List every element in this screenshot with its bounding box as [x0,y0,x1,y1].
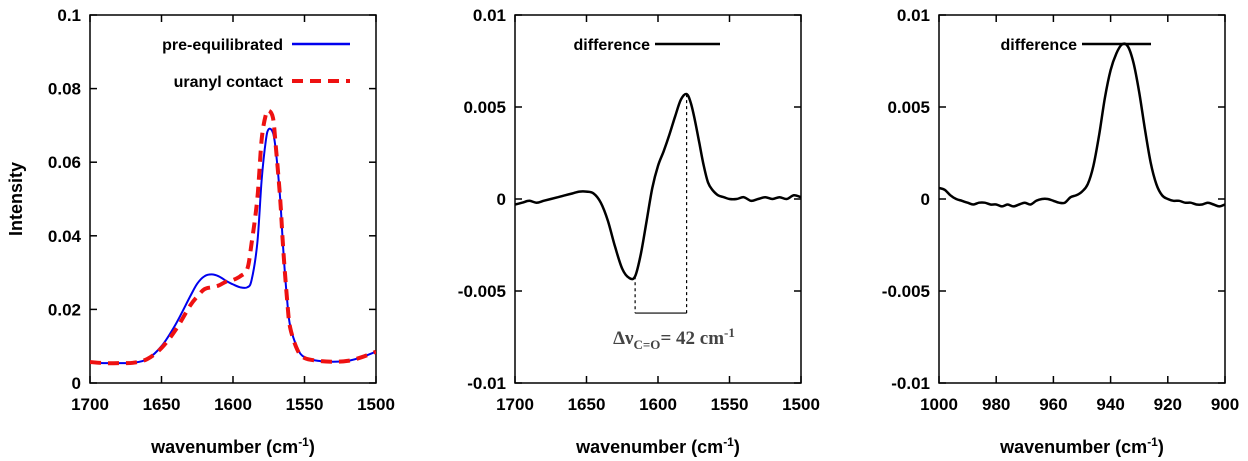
xlabel-superscript: -1 [298,435,309,449]
annotation-subscript: C=O [634,337,661,352]
xlabel-superscript: -1 [1147,435,1158,449]
y-tick-label: 0.06 [48,153,81,172]
legend-label: difference [574,37,651,54]
xlabel-superscript: -1 [723,435,734,449]
y-tick-label: 0.005 [887,98,930,117]
y-axis-title: Intensity [6,162,26,236]
y-tick-label: 0.005 [463,98,506,117]
y-tick-label: 0 [72,374,81,393]
y-tick-label: -0.005 [458,282,506,301]
x-axis-title: wavenumber (cm-1) [999,435,1164,457]
annotation-delta-nu: Δν [613,328,634,349]
legend-label: uranyl contact [174,74,284,91]
x-tick-label: 1600 [214,395,252,414]
x-tick-label: 1550 [286,395,324,414]
y-tick-label: 0.04 [48,227,82,246]
y-tick-label: 0 [921,190,930,209]
x-tick-label: 1600 [639,395,677,414]
panel-difference-carbonyl: 1700 1650 1600 1550 1500 -0.01 -0.005 0 0.005 0.0… [458,6,820,457]
y-tick-label: -0.005 [882,282,930,301]
x-tick-label: 1550 [711,395,749,414]
plot-frame [89,14,377,384]
x-tick-label: 1650 [568,395,606,414]
annotation-label: ΔνC=O= 42 cm-1 [613,325,735,352]
series-line-difference [515,92,801,281]
y-tick-label: 0.08 [48,80,81,99]
x-axis-title: wavenumber (cm-1) [150,435,315,457]
xlabel-close: ) [734,437,740,457]
plot-frame [938,14,1226,384]
x-tick-label: 1000 [920,395,958,414]
x-tick-label: 900 [1211,395,1239,414]
x-tick-label: 1500 [782,395,820,414]
xlabel-base: wavenumber (cm [575,437,723,457]
y-tick-label: -0.01 [891,374,930,393]
y-tick-label: -0.01 [467,374,506,393]
x-tick-label: 920 [1154,395,1182,414]
x-tick-label: 1700 [71,395,109,414]
x-tick-label: 1500 [357,395,395,414]
legend-label: pre-equilibrated [162,37,283,54]
x-axis-title: wavenumber (cm-1) [575,435,740,457]
panel-intensity: 1700 1650 1600 1550 1500 0 0.02 0.04 0.06 0.08 0.1… [6,6,395,457]
x-tick-label: 1700 [496,395,534,414]
series-line-uranyl-contact [90,108,376,366]
y-tick-label: 0.1 [57,6,81,25]
x-tick-label: 960 [1039,395,1067,414]
x-tick-label: 980 [982,395,1010,414]
annotation-superscript: -1 [724,325,735,340]
xlabel-base: wavenumber (cm [999,437,1147,457]
xlabel-base: wavenumber (cm [150,437,298,457]
panel-difference-uranyl: 1000 980 960 940 920 900 -0.01 -0.005 0 0.005 0.01… [882,6,1239,457]
x-tick-label: 940 [1096,395,1124,414]
xlabel-close: ) [309,437,315,457]
y-tick-label: 0 [497,190,506,209]
y-tick-label: 0.01 [473,6,506,25]
series-line-pre-equilibrated [90,127,376,365]
y-tick-label: 0.02 [48,300,81,319]
legend-label: difference [1001,37,1078,54]
xlabel-close: ) [1158,437,1164,457]
x-tick-label: 1650 [143,395,181,414]
y-tick-label: 0.01 [897,6,930,25]
series-line-difference [939,42,1225,208]
annotation-value: = 42 cm [660,328,724,349]
